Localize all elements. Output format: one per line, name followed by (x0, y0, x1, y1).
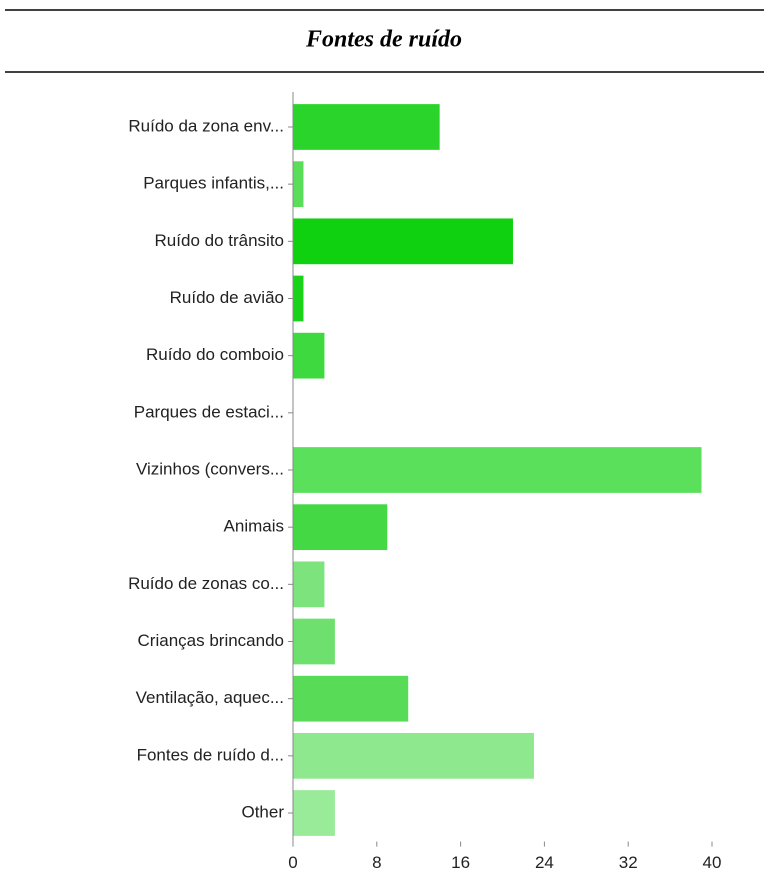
x-tick-label: 32 (619, 853, 638, 872)
bar (293, 447, 702, 493)
chart-title: Fontes de ruído (305, 27, 462, 53)
y-tick-label: Fontes de ruído d... (137, 745, 284, 764)
y-tick-label: Parques infantis,... (143, 174, 284, 193)
x-tick-label: 0 (288, 853, 297, 872)
y-tick-label: Parques de estaci... (134, 402, 284, 421)
bar (293, 732, 534, 779)
bar (293, 675, 409, 722)
y-tick-label: Ruído de zonas co... (128, 574, 284, 593)
y-tick-label: Ventilação, aquec... (136, 688, 284, 707)
y-tick-label: Ruído do trânsito (155, 231, 284, 250)
bar (293, 504, 388, 551)
bar (293, 561, 325, 608)
bar (293, 332, 325, 379)
bar (293, 275, 304, 322)
y-tick-label: Ruído do comboio (146, 345, 284, 364)
y-tick-label: Vizinhos (convers... (136, 459, 284, 478)
x-tick-label: 8 (372, 853, 381, 872)
x-tick-label: 24 (535, 853, 554, 872)
y-tick-label: Ruído de avião (170, 288, 284, 307)
y-tick-label: Crianças brincando (138, 631, 284, 650)
bar (293, 104, 440, 150)
bar (293, 161, 304, 208)
x-tick-label: 40 (703, 853, 722, 872)
y-tick-label: Animais (224, 517, 284, 536)
y-tick-label: Other (241, 802, 284, 821)
bar (293, 618, 335, 665)
x-tick-label: 16 (451, 853, 470, 872)
bar (293, 790, 335, 836)
bar (293, 218, 513, 265)
y-tick-label: Ruído da zona env... (128, 116, 284, 135)
